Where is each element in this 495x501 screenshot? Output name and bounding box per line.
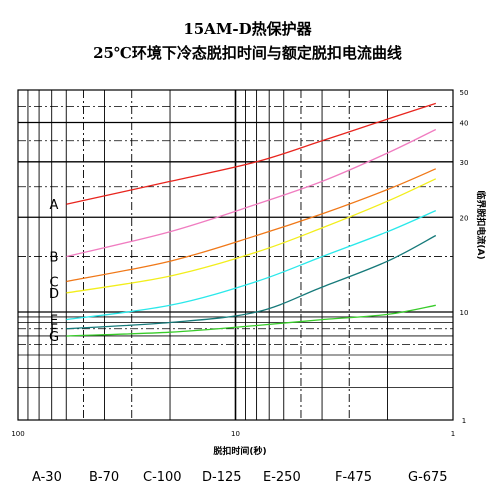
x-axis-label: 脱扣时间(秒) bbox=[213, 445, 266, 457]
curve-label-f: F bbox=[50, 323, 57, 338]
curve-label-b: B bbox=[50, 251, 59, 266]
y-axis-label: 临界脱扣电流(A) bbox=[475, 190, 487, 259]
curve-label-e: E bbox=[50, 314, 58, 329]
chart-title: 15AM-D热保护器 bbox=[183, 20, 312, 38]
chart-subtitle: 25℃环境下冷态脱扣时间与额定脱扣电流曲线 bbox=[93, 44, 402, 62]
legend-item: D-125 bbox=[202, 470, 242, 485]
series-line-f bbox=[66, 234, 437, 330]
curve-label-d: D bbox=[49, 287, 59, 302]
curve-label-a: A bbox=[50, 198, 59, 213]
series-line-d bbox=[66, 178, 437, 294]
grid bbox=[17, 89, 454, 421]
series-line-a bbox=[66, 102, 436, 205]
y-tick-label: 1 bbox=[462, 417, 466, 425]
legend-item: G-675 bbox=[408, 470, 448, 485]
series-line-g bbox=[66, 304, 436, 337]
series-line-b bbox=[66, 128, 437, 258]
data-series bbox=[66, 102, 437, 337]
x-tick-label: 1 bbox=[451, 430, 455, 438]
curve-label-c: C bbox=[49, 275, 58, 290]
series-line-e bbox=[66, 210, 437, 321]
y-tick-label: 10 bbox=[460, 309, 469, 317]
curve-label-g: G bbox=[49, 330, 59, 345]
x-tick-label: 10 bbox=[231, 430, 240, 438]
y-tick-label: 20 bbox=[460, 214, 469, 222]
tick-labels: 100 10 1 50 40 30 20 10 1 bbox=[11, 89, 468, 438]
x-tick-label: 100 bbox=[11, 430, 24, 438]
legend-item: F-475 bbox=[335, 470, 372, 485]
series-line-c bbox=[66, 168, 437, 283]
legend-item: A-30 bbox=[32, 470, 62, 485]
legend-item: B-70 bbox=[89, 470, 120, 485]
legend-item: C-100 bbox=[143, 470, 182, 485]
y-tick-label: 50 bbox=[460, 89, 469, 97]
y-tick-label: 30 bbox=[460, 159, 469, 167]
legend-item: E-250 bbox=[263, 470, 301, 485]
y-tick-label: 40 bbox=[460, 120, 469, 128]
